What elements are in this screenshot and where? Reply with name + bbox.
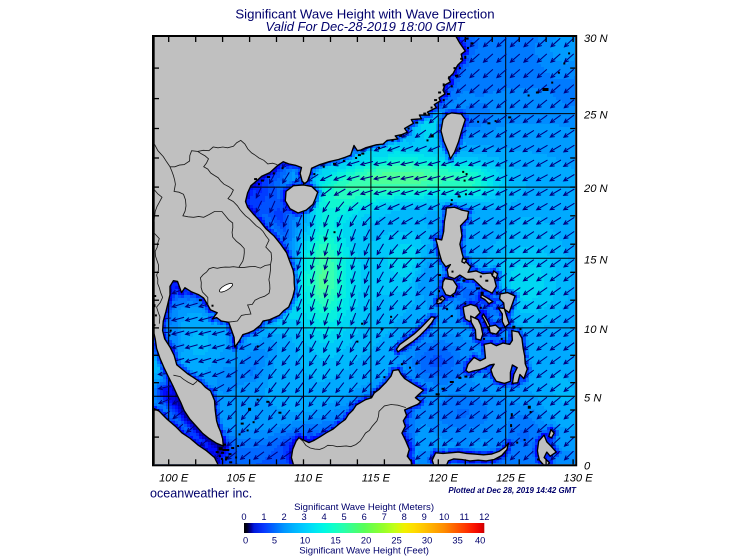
svg-text:25: 25	[391, 536, 401, 546]
svg-text:35: 35	[452, 536, 462, 546]
svg-text:oceanweather inc.: oceanweather inc.	[150, 487, 252, 501]
svg-text:Significant Wave Height (Meter: Significant Wave Height (Meters)	[294, 502, 434, 513]
svg-text:20 N: 20 N	[583, 183, 609, 195]
svg-text:30: 30	[422, 536, 432, 546]
svg-text:40: 40	[475, 536, 485, 546]
svg-text:0: 0	[241, 512, 246, 522]
svg-text:115 E: 115 E	[362, 473, 391, 485]
svg-text:Significant Wave Height (Feet): Significant Wave Height (Feet)	[299, 546, 429, 557]
svg-text:20: 20	[361, 536, 371, 546]
svg-text:1: 1	[261, 512, 266, 522]
svg-text:15: 15	[330, 536, 340, 546]
svg-text:12: 12	[479, 512, 489, 522]
svg-text:5: 5	[342, 512, 347, 522]
svg-text:125 E: 125 E	[496, 473, 526, 485]
svg-text:10: 10	[439, 512, 449, 522]
svg-text:Plotted at Dec 28, 2019 14:42: Plotted at Dec 28, 2019 14:42 GMT	[448, 486, 577, 495]
svg-text:10: 10	[300, 536, 310, 546]
svg-text:0: 0	[243, 536, 248, 546]
svg-text:10 N: 10 N	[584, 324, 609, 336]
svg-text:8: 8	[402, 512, 407, 522]
svg-text:120 E: 120 E	[429, 473, 459, 485]
svg-text:2: 2	[282, 512, 287, 522]
svg-text:30 N: 30 N	[584, 33, 609, 45]
svg-text:6: 6	[362, 512, 367, 522]
svg-text:100 E: 100 E	[159, 473, 189, 485]
svg-text:25 N: 25 N	[583, 110, 609, 122]
svg-text:110 E: 110 E	[294, 473, 323, 485]
svg-text:Significant Wave Height with W: Significant Wave Height with Wave Direct…	[235, 7, 494, 22]
svg-text:5 N: 5 N	[584, 392, 602, 404]
svg-text:7: 7	[382, 512, 387, 522]
svg-text:5: 5	[272, 536, 277, 546]
svg-text:15 N: 15 N	[584, 254, 609, 266]
svg-text:9: 9	[422, 512, 427, 522]
svg-text:130 E: 130 E	[563, 473, 593, 485]
svg-text:3: 3	[302, 512, 307, 522]
svg-text:105 E: 105 E	[226, 473, 256, 485]
svg-text:11: 11	[459, 512, 469, 522]
svg-text:Valid For Dec-28-2019 18:00 GM: Valid For Dec-28-2019 18:00 GMT	[266, 19, 466, 34]
svg-text:0: 0	[584, 460, 591, 472]
svg-text:4: 4	[322, 512, 327, 522]
